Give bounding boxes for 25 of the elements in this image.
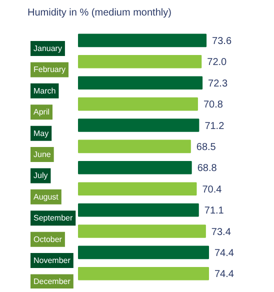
data-label: 73.6 xyxy=(212,36,232,47)
y-tick-label: July xyxy=(34,171,48,180)
data-label: 72.3 xyxy=(208,78,228,90)
y-tick-label: May xyxy=(34,128,49,138)
y-tick-label: February xyxy=(34,65,66,74)
y-tick-label: November xyxy=(34,256,71,266)
data-label: 74.4 xyxy=(214,269,234,280)
y-tick-label: September xyxy=(34,214,73,223)
chart-title: Humidity in % (medium monthly) xyxy=(28,8,172,18)
data-label: 74.4 xyxy=(214,248,234,259)
data-label: 71.1 xyxy=(204,206,224,217)
data-label: 73.4 xyxy=(211,226,232,238)
y-tick-label: January xyxy=(34,44,62,54)
y-tick-label: April xyxy=(34,108,50,117)
data-label: 70.4 xyxy=(202,184,222,196)
y-tick-label: March xyxy=(34,86,56,96)
y-tick-label: June xyxy=(34,150,52,160)
y-tick-label: August xyxy=(34,192,60,202)
y-tick-label: October xyxy=(34,234,62,244)
data-label: 68.8 xyxy=(197,163,218,174)
data-label: 68.5 xyxy=(196,142,216,153)
data-label: 71.2 xyxy=(204,120,225,132)
data-label: 72.0 xyxy=(207,57,228,68)
data-label: 70.8 xyxy=(203,100,224,111)
y-tick-label: December xyxy=(34,277,71,286)
